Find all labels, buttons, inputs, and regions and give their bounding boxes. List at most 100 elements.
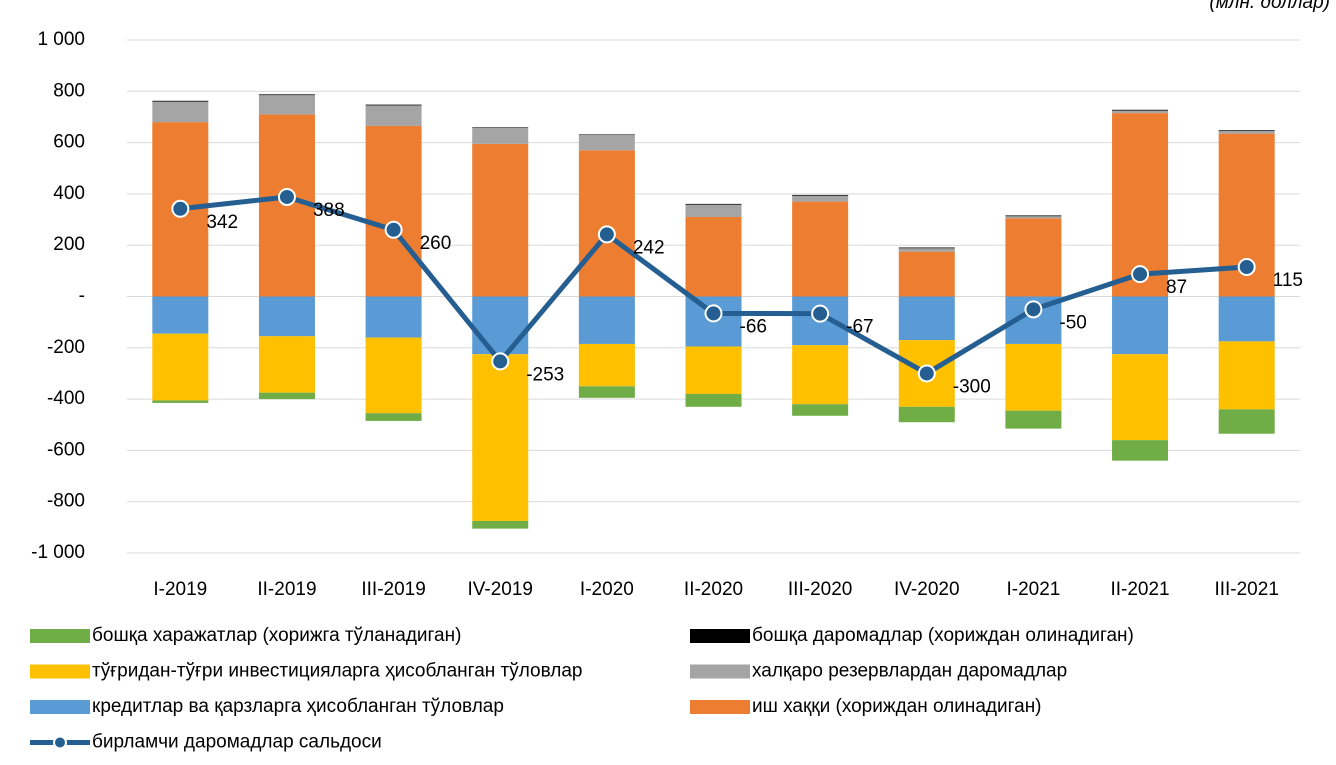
bar-segment <box>472 354 529 521</box>
bar-segment <box>578 343 635 387</box>
bar-segment <box>472 127 529 128</box>
line-marker <box>1131 265 1150 284</box>
legend-label: кредитлар ва қарзларга ҳисобланган тўлов… <box>92 696 504 717</box>
x-tick-label: IV-2019 <box>467 579 533 600</box>
data-label: -253 <box>526 364 564 385</box>
bar-segment <box>258 336 315 393</box>
line-marker <box>384 220 403 239</box>
data-label: -67 <box>846 317 873 338</box>
legend-swatch <box>30 664 90 679</box>
data-label: 342 <box>206 212 238 233</box>
line-marker <box>277 187 296 206</box>
bar-segment <box>152 296 209 334</box>
data-label: 115 <box>1273 270 1303 291</box>
bar-segment <box>365 413 422 421</box>
bar-segment <box>685 203 742 205</box>
line-marker <box>917 364 936 383</box>
bar-segment <box>472 127 529 144</box>
line-marker <box>811 304 830 323</box>
bar-segment <box>152 101 209 123</box>
bar-segment <box>152 333 209 401</box>
bar-segment <box>365 125 422 297</box>
bar-segment <box>1218 296 1275 342</box>
bar-segment <box>1112 354 1169 441</box>
legend-swatch <box>30 700 90 714</box>
bar-segment <box>472 143 529 297</box>
data-label: 388 <box>313 200 345 221</box>
unit-label: (млн. доллар) <box>1209 0 1330 13</box>
bar-segment <box>472 296 529 355</box>
line-marker <box>704 304 723 323</box>
bar-segment <box>1005 218 1062 297</box>
bar-segment <box>685 393 742 407</box>
legend-label: иш хаққи (хориждан олинадиган) <box>752 696 1042 717</box>
x-tick-label: II-2019 <box>257 579 316 600</box>
legend-label: тўғридан-тўғри инвестицияларга ҳисобланг… <box>92 661 582 682</box>
bar-segment <box>258 296 315 337</box>
y-tick-label: -600 <box>47 439 85 460</box>
line-marker <box>171 199 190 218</box>
line-marker <box>1237 258 1256 277</box>
bar-segment <box>792 345 849 405</box>
line-marker <box>1024 300 1043 319</box>
bar-segment <box>365 296 422 338</box>
bar-segment <box>792 195 849 202</box>
x-tick-label: I-2021 <box>1006 579 1060 600</box>
legend-label: бирламчи даромадлар сальдоси <box>92 732 382 753</box>
bar-segment <box>365 104 422 106</box>
y-tick-label: 800 <box>53 80 85 101</box>
y-tick-label: 1 000 <box>37 29 85 50</box>
legend-label: бошқа даромадлар (хориждан олинадиган) <box>752 625 1134 646</box>
bar-segment <box>685 204 742 217</box>
bar-segment <box>258 392 315 400</box>
bar-segment <box>1112 440 1169 461</box>
y-tick-label: -200 <box>47 337 85 358</box>
legend-swatch <box>30 629 90 643</box>
bar-segment <box>258 95 315 115</box>
x-tick-label: III-2021 <box>1214 579 1278 600</box>
line-marker <box>597 225 616 244</box>
bar-segment <box>1218 341 1275 410</box>
data-label: -300 <box>953 376 991 397</box>
bar-segment <box>792 404 849 416</box>
data-label: 87 <box>1166 277 1187 298</box>
legend-marker <box>53 735 67 750</box>
y-tick-label: 600 <box>53 132 85 153</box>
x-tick-label: II-2020 <box>684 579 743 600</box>
bar-segment <box>1005 410 1062 429</box>
data-label: 242 <box>633 237 665 258</box>
bar-segment <box>898 251 955 297</box>
y-tick-label: -800 <box>47 491 85 512</box>
bar-segment <box>1112 296 1169 355</box>
bar-segment <box>685 216 742 297</box>
bar-segment <box>365 337 422 414</box>
bar-segment <box>1218 131 1275 134</box>
bar-segment <box>898 247 955 249</box>
legend-swatch <box>690 700 750 714</box>
x-tick-label: IV-2020 <box>894 579 960 600</box>
bar-segment <box>1218 130 1275 132</box>
bar-segment <box>152 400 209 403</box>
bar-segment <box>578 134 635 135</box>
bar-segment <box>578 150 635 297</box>
bar-segment <box>365 105 422 126</box>
x-tick-label: I-2020 <box>580 579 634 600</box>
legend-label: бошқа харажатлар (хорижга тўланадиган) <box>92 625 461 646</box>
bar-segment <box>792 194 849 196</box>
legend-swatch <box>690 664 750 679</box>
bar-segment <box>1005 343 1062 411</box>
x-tick-label: II-2021 <box>1110 579 1169 600</box>
bar-segment <box>258 94 315 96</box>
data-label: -50 <box>1059 312 1086 333</box>
y-tick-label: -400 <box>47 388 85 409</box>
bar-segment <box>1218 409 1275 434</box>
bar-segment <box>578 134 635 151</box>
legend-swatch <box>690 629 750 643</box>
bar-segment <box>578 386 635 398</box>
y-tick-label: 200 <box>53 234 85 255</box>
bar-segment <box>898 406 955 423</box>
bar-segment <box>898 248 955 252</box>
bar-segment <box>152 100 209 102</box>
bar-segment <box>1005 215 1062 217</box>
x-tick-label: I-2019 <box>153 579 207 600</box>
